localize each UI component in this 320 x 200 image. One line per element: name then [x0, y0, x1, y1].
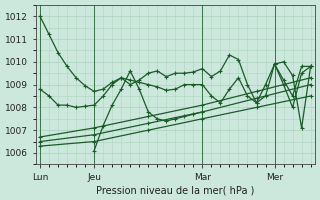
X-axis label: Pression niveau de la mer( hPa ): Pression niveau de la mer( hPa )	[96, 185, 254, 195]
